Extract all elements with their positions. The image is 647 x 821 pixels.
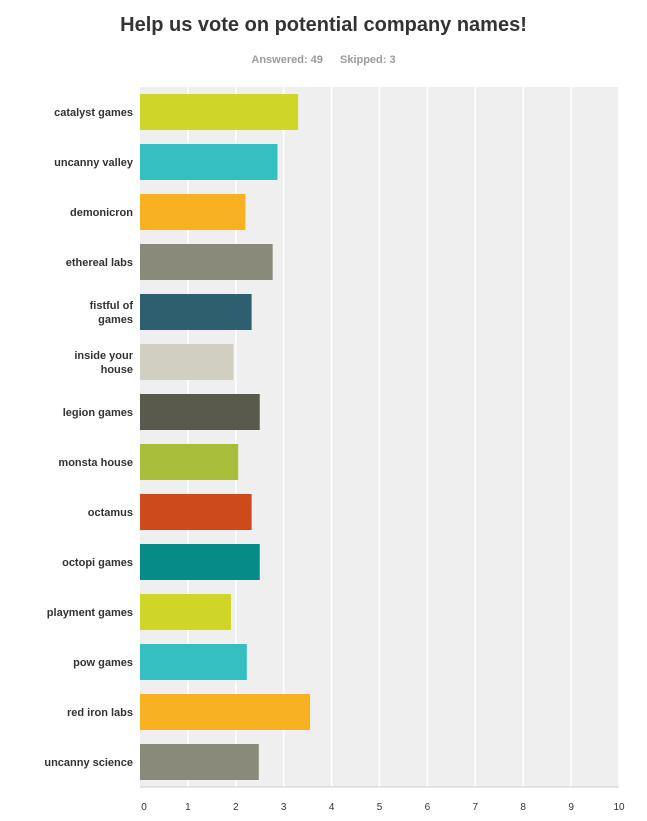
category-label: inside your house <box>74 350 133 376</box>
category-label: uncanny valley <box>54 157 134 169</box>
category-label: pow games <box>73 657 133 669</box>
x-tick-label: 9 <box>568 802 574 813</box>
bar-2 <box>140 144 278 180</box>
bar-9 <box>140 494 252 530</box>
category-label: fistful of games <box>90 300 134 326</box>
bar-13 <box>140 694 311 730</box>
x-tick-label: 2 <box>233 802 239 813</box>
bar-4 <box>140 244 273 280</box>
skipped-count: Skipped: 3 <box>339 54 396 66</box>
answered-count: Answered: 49 <box>251 54 323 66</box>
bar-7 <box>140 394 260 430</box>
category-label: legion games <box>63 407 133 419</box>
category-label: demonicron <box>70 207 133 219</box>
bar-3 <box>140 194 246 230</box>
bar-5 <box>140 294 252 330</box>
bar-1 <box>140 94 299 130</box>
x-tick-label: 6 <box>425 802 431 813</box>
x-tick-label: 0 <box>141 802 147 813</box>
x-tick-label: 4 <box>329 802 335 813</box>
bar-14 <box>140 744 259 780</box>
bar-10 <box>140 544 260 580</box>
category-label: monsta house <box>58 457 133 469</box>
bar-12 <box>140 644 247 680</box>
bar-6 <box>140 344 234 380</box>
bar-11 <box>140 594 232 630</box>
x-tick-label: 7 <box>473 802 479 813</box>
x-tick-label: 8 <box>520 802 526 813</box>
chart-title: Help us vote on potential company names! <box>120 14 527 36</box>
category-label: uncanny science <box>44 757 133 769</box>
bar-8 <box>140 444 239 480</box>
category-label: red iron labs <box>67 707 133 719</box>
response-stats: Answered: 49 Skipped: 3 <box>0 54 647 66</box>
category-label: playment games <box>47 607 133 619</box>
x-tick-label: 5 <box>377 802 383 813</box>
x-tick-label: 1 <box>185 802 191 813</box>
x-tick-label: 10 <box>613 802 625 813</box>
category-label: catalyst games <box>54 107 133 119</box>
category-label: octopi games <box>62 557 133 569</box>
category-label: octamus <box>88 507 133 519</box>
x-tick-label: 3 <box>281 802 287 813</box>
category-label: ethereal labs <box>66 257 133 269</box>
